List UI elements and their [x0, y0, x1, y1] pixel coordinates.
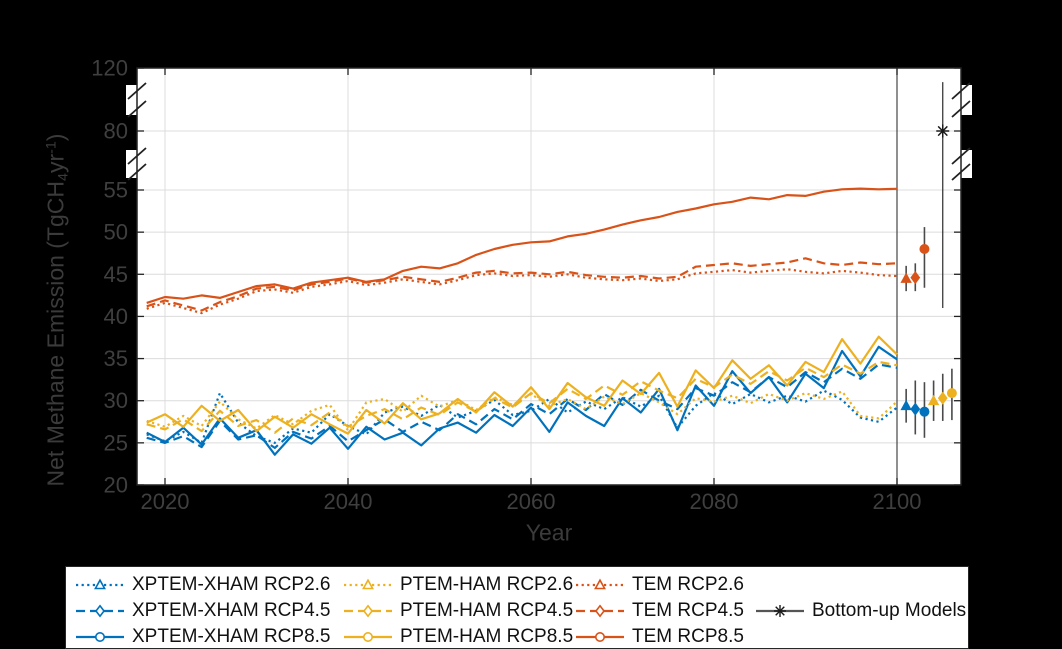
- series-line-ptem-ham-rcp2-6: [146, 390, 898, 432]
- y-axis-label-text: Net Methane Emission (TgCH: [42, 180, 69, 487]
- legend-item-ptem-ham-rcp8-5: PTEM-HAM RCP8.5: [344, 624, 573, 649]
- series-line-ptem-ham-rcp8-5: [146, 335, 898, 435]
- legend-label: PTEM-HAM RCP2.6: [400, 574, 574, 595]
- marker-circle: [919, 244, 930, 255]
- y-tick-label: 35: [104, 346, 128, 371]
- series-line-tem-rcp8-5: [146, 187, 898, 304]
- legend-sample-circle: [344, 632, 392, 642]
- legend-label: XPTEM-XHAM RCP8.5: [132, 626, 331, 647]
- legend-label: XPTEM-XHAM RCP4.5: [132, 600, 331, 621]
- marker-circle: [919, 406, 930, 417]
- marker-diamond: [910, 271, 921, 285]
- series-line-xptem-xham-rcp4-5: [146, 363, 898, 449]
- series-line-xptem-xham-rcp8-5: [146, 345, 898, 456]
- legend-item-xptem-xham-rcp8-5: XPTEM-XHAM RCP8.5: [76, 624, 330, 649]
- y-axis-label-mid: yr: [42, 153, 69, 174]
- y-tick-label: 25: [104, 430, 128, 455]
- y-tick-label: 30: [104, 388, 128, 413]
- x-axis-label: Year: [525, 519, 573, 546]
- y-tick-label: 45: [104, 262, 128, 287]
- legend-item-xptem-xham-rcp2-6: XPTEM-XHAM RCP2.6: [76, 572, 330, 598]
- legend-item-tem-rcp4-5: TEM RCP4.5: [576, 598, 744, 624]
- legend-label: PTEM-HAM RCP8.5: [400, 626, 574, 647]
- marker-diamond: [937, 391, 948, 405]
- series-line-tem-rcp2-6: [146, 268, 898, 315]
- marker-triangle: [900, 272, 912, 283]
- legend-item-xptem-xham-rcp4-5: XPTEM-XHAM RCP4.5: [76, 598, 330, 624]
- legend-sample-asterisk: [756, 605, 804, 617]
- legend-item-bottom-up-models: Bottom-up Models: [756, 598, 966, 624]
- y-axis-label-sub: 4: [55, 173, 72, 181]
- y-axis-label: Net Methane Emission (TgCH4yr-1): [42, 134, 71, 487]
- y-tick-label: 50: [104, 220, 128, 245]
- legend-sample-diamond: [76, 604, 124, 618]
- legend-item-tem-rcp2-6: TEM RCP2.6: [576, 572, 744, 598]
- x-tick-label: 2060: [507, 489, 556, 514]
- series-line-tem-rcp4-5: [146, 257, 898, 312]
- legend-sample-triangle: [76, 578, 124, 590]
- legend-item-tem-rcp8-5: TEM RCP8.5: [576, 624, 744, 649]
- y-axis-label-sup: -1: [43, 141, 60, 154]
- y-tick-label: 120: [91, 56, 128, 81]
- x-tick-label: 2020: [141, 489, 190, 514]
- marker-asterisk: [937, 125, 948, 137]
- legend-label: TEM RCP2.6: [632, 574, 744, 595]
- legend-sample-circle: [576, 632, 624, 642]
- marker-triangle: [927, 394, 940, 406]
- y-tick-label: 80: [104, 119, 128, 144]
- legend-sample-circle: [76, 632, 124, 642]
- y-axis-label-close: ): [42, 133, 69, 142]
- legend-item-ptem-ham-rcp2-6: PTEM-HAM RCP2.6: [344, 572, 573, 598]
- legend-label: TEM RCP8.5: [632, 626, 744, 647]
- legend-label: PTEM-HAM RCP4.5: [400, 600, 574, 621]
- legend-label: Bottom-up Models: [812, 600, 967, 621]
- legend-label: XPTEM-XHAM RCP2.6: [132, 574, 331, 595]
- x-tick-label: 2100: [873, 489, 922, 514]
- plot-area: [137, 68, 961, 485]
- legend: XPTEM-XHAM RCP2.6 XPTEM-XHAM RCP4.5 XPTEM-…: [65, 566, 969, 649]
- marker-diamond: [910, 402, 921, 416]
- y-tick-label: 40: [104, 304, 128, 329]
- marker-triangle: [900, 399, 912, 411]
- legend-label: TEM RCP4.5: [632, 600, 744, 621]
- plot-frame: [136, 67, 962, 486]
- y-tick-label: 20: [104, 473, 128, 498]
- y-tick-label: 55: [104, 178, 128, 203]
- legend-item-ptem-ham-rcp4-5: PTEM-HAM RCP4.5: [344, 598, 573, 624]
- marker-circle: [946, 388, 957, 399]
- legend-sample-triangle: [344, 578, 392, 590]
- x-tick-label: 2040: [324, 489, 373, 514]
- legend-sample-diamond: [576, 604, 624, 618]
- legend-sample-diamond: [344, 604, 392, 618]
- legend-sample-triangle: [576, 578, 624, 590]
- x-tick-label: 2080: [690, 489, 739, 514]
